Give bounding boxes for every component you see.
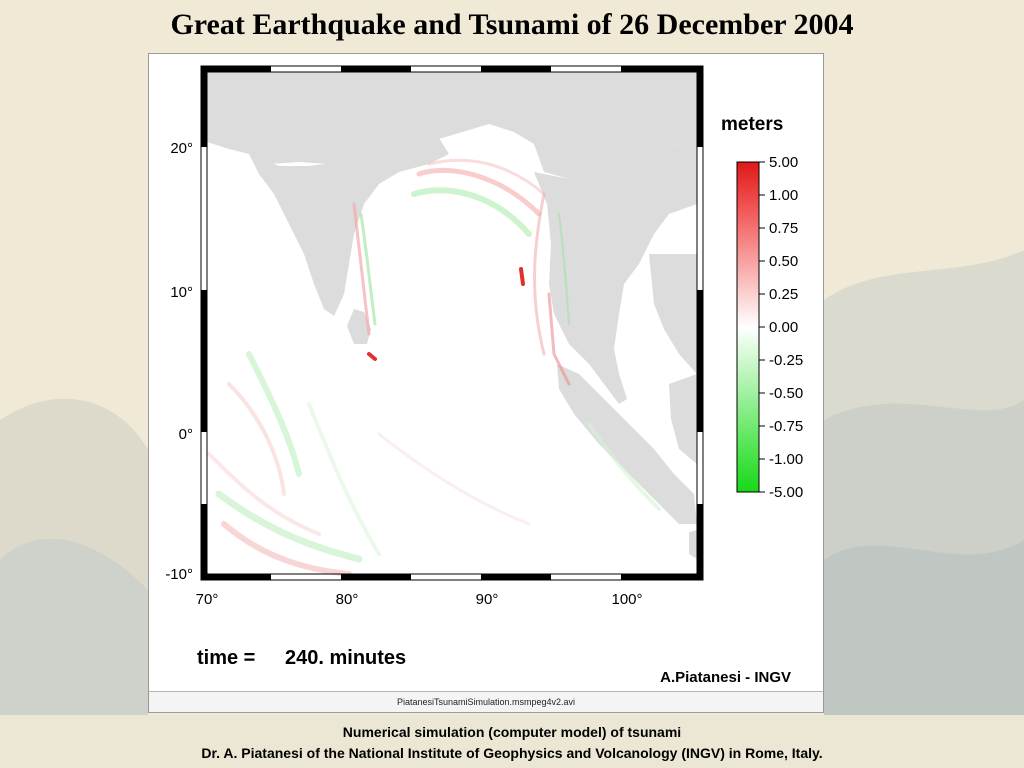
legend-tick-label: -0.75 [769, 418, 803, 435]
video-panel: 20° 10° 0° -10° 70° 80° 90° 100° meters [148, 53, 824, 713]
time-value: 240. minutes [285, 647, 406, 669]
slide-title: Great Earthquake and Tsunami of 26 Decem… [170, 8, 854, 41]
legend-tick-label: 5.00 [769, 154, 798, 171]
video-filename-bar: PiatanesiTsunamiSimulation.msmpeg4v2.avi [149, 691, 823, 712]
caption-line-2: Dr. A. Piatanesi of the National Institu… [201, 745, 823, 761]
legend-tick-label: -0.50 [769, 385, 803, 402]
legend-tick-label: -0.25 [769, 352, 803, 369]
credit-text: A.Piatanesi - INGV [660, 669, 791, 686]
video-filename: PiatanesiTsunamiSimulation.msmpeg4v2.avi [396, 697, 576, 707]
time-prefix: time = [197, 647, 255, 669]
lon-label-90: 90° [476, 591, 499, 608]
legend-ticks [759, 161, 765, 493]
legend-tick-label: 0.00 [769, 319, 798, 336]
lat-label-10: 10° [170, 284, 193, 301]
lon-label-100: 100° [611, 591, 642, 608]
legend-tick-label: -1.00 [769, 451, 803, 468]
legend-colorbar [736, 161, 760, 493]
tsunami-map-figure: 20° 10° 0° -10° 70° 80° 90° 100° meters [165, 65, 803, 686]
legend-unit: meters [721, 114, 783, 135]
lon-label-70: 70° [196, 591, 219, 608]
map-frame [200, 65, 704, 581]
legend-tick-label: 0.25 [769, 286, 798, 303]
wave-patterns [207, 158, 661, 577]
lat-label-20: 20° [170, 140, 193, 157]
caption-line-1: Numerical simulation (computer model) of… [342, 724, 682, 740]
lat-label-0: 0° [179, 426, 193, 443]
lon-label-80: 80° [336, 591, 359, 608]
lat-label-minus10: -10° [165, 566, 193, 583]
land-masses [207, 72, 697, 559]
legend-tick-label: 1.00 [769, 187, 798, 204]
legend-tick-label: 0.75 [769, 220, 798, 237]
legend-tick-label: 0.50 [769, 253, 798, 270]
legend-tick-label: -5.00 [769, 484, 803, 501]
